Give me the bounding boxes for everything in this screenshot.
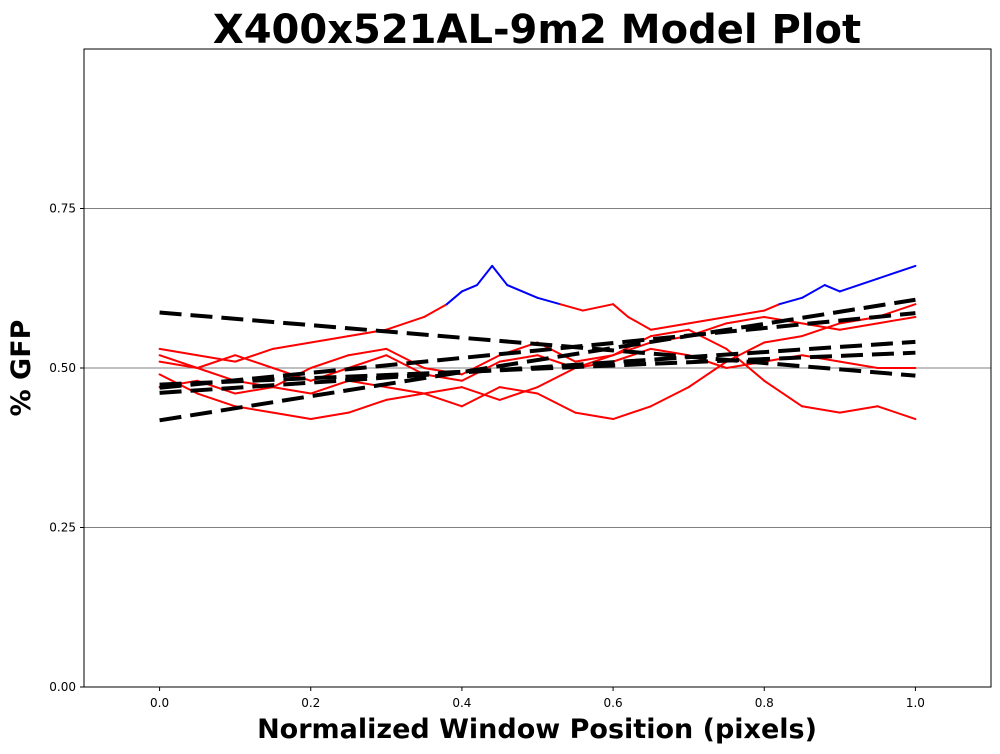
fit-line [159, 297, 916, 423]
trace-segment [687, 315, 728, 325]
trace-segment [778, 296, 804, 306]
trace-segment [385, 315, 426, 331]
trace-segment [763, 379, 804, 408]
trace-segment [498, 354, 539, 363]
trace-segment [491, 264, 509, 287]
trace-segment [725, 315, 766, 325]
trace-segment [649, 347, 690, 357]
trace-segment [476, 264, 494, 287]
trace-segment [234, 386, 274, 395]
fit-line [159, 310, 916, 378]
trace-segment [574, 354, 615, 363]
x-tick-label: 0.8 [755, 696, 774, 710]
trace-segment [612, 347, 652, 363]
trace-segment [838, 360, 879, 369]
trace-segment [347, 354, 388, 369]
trace-segment [309, 335, 350, 344]
trace-segment [460, 386, 501, 408]
chart-title: X400x521AL-9m2 Model Plot [213, 7, 861, 53]
y-tick-label: 0.75 [49, 202, 76, 216]
trace-segment [612, 341, 652, 357]
trace-segment [196, 354, 237, 363]
trace-segment [574, 411, 615, 421]
trace-segment [876, 315, 917, 325]
x-tick-label: 0.0 [150, 696, 169, 710]
trace-segment [838, 405, 879, 414]
trace-segment [612, 303, 630, 318]
fit-line [159, 350, 916, 387]
y-tick-label: 0.50 [49, 361, 76, 375]
trace-segment [801, 322, 841, 338]
trace-segment [581, 303, 615, 312]
trace-segment [423, 386, 463, 395]
plot-area [158, 264, 917, 423]
trace-segment [309, 379, 350, 395]
x-axis-label: Normalized Window Position (pixels) [257, 714, 817, 745]
trace-segment [385, 354, 426, 376]
trace-segment [498, 386, 539, 395]
trace-segment [763, 335, 804, 344]
trace-segment [838, 277, 879, 293]
trace-segment [876, 405, 917, 421]
trace-segment [801, 405, 841, 414]
trace-segment [309, 411, 350, 421]
trace-segment [536, 392, 577, 414]
trace-segment [347, 347, 388, 357]
trace-segment [506, 284, 539, 299]
trace-segment [460, 284, 479, 293]
trace-segment [234, 347, 274, 363]
y-axis-ticks: 0.00 0.25 0.50 0.75 [49, 202, 84, 694]
trace-segment [649, 328, 690, 338]
x-tick-label: 1.0 [906, 696, 925, 710]
trace-segment [385, 386, 426, 395]
trace-segment [612, 405, 652, 421]
trace-segment [649, 386, 690, 408]
trace-segment [234, 354, 274, 369]
trace-segment [801, 284, 826, 299]
trace-segment [649, 322, 690, 331]
trace-segment [876, 264, 917, 280]
trace-segment [158, 347, 199, 357]
trace-segment [823, 284, 841, 293]
trace-segment [559, 303, 584, 312]
trace-segment [838, 322, 879, 331]
trace-segment [196, 354, 237, 369]
trace-segment [536, 367, 577, 389]
trace-segment [271, 341, 312, 350]
trace-segment [423, 373, 463, 382]
x-tick-label: 0.2 [301, 696, 320, 710]
trace-segment [498, 386, 539, 401]
trace-segment [309, 354, 350, 369]
trace-segment [460, 386, 501, 401]
x-tick-label: 0.4 [452, 696, 471, 710]
trace-segment [196, 392, 237, 408]
fit-line [159, 311, 916, 390]
x-axis-ticks: 0.0 0.2 0.4 0.6 0.8 1.0 [150, 687, 925, 710]
trace-segment [271, 386, 312, 395]
trace-segment [627, 315, 652, 331]
trace-segment [536, 296, 562, 306]
y-tick-label: 0.00 [49, 680, 76, 694]
y-tick-label: 0.25 [49, 521, 76, 535]
trace-segment [725, 309, 766, 318]
trace-segment [423, 303, 448, 318]
trace-segment [423, 392, 463, 408]
trace-segment [158, 354, 199, 369]
trace-segment [196, 367, 237, 382]
trace-segment [385, 392, 426, 401]
trace-segment [158, 360, 199, 369]
trace-segment [271, 411, 312, 421]
trace-segment [347, 398, 388, 414]
trace-segment [763, 303, 781, 312]
trace-segment [385, 347, 426, 369]
y-axis-label: % GFP [6, 320, 37, 417]
trace-segment [445, 290, 463, 306]
x-tick-label: 0.6 [604, 696, 623, 710]
